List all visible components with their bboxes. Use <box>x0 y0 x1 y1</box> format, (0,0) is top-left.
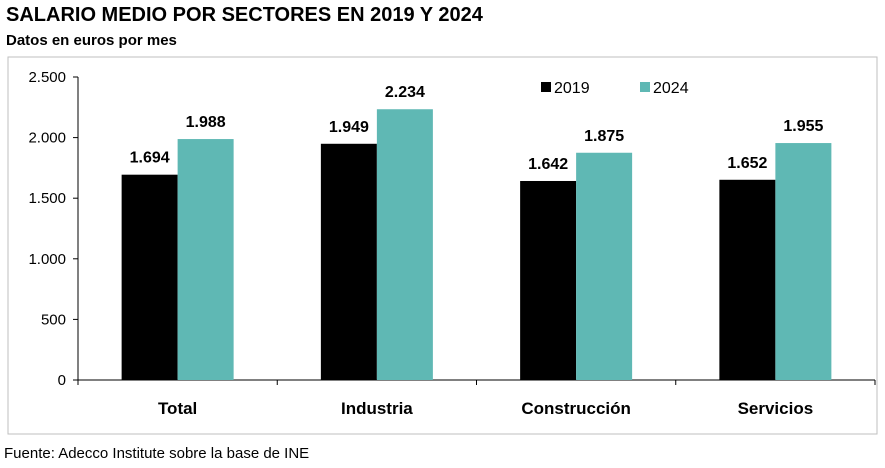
y-tick-label: 2.000 <box>28 130 66 147</box>
data-label: 1.875 <box>584 128 624 145</box>
y-tick-label: 2.500 <box>28 69 66 86</box>
data-label: 1.949 <box>329 119 369 136</box>
bar-2024 <box>775 143 832 380</box>
data-label: 1.652 <box>727 155 767 172</box>
y-tick-label: 1.500 <box>28 190 66 207</box>
source-note: Fuente: Adecco Institute sobre la base d… <box>4 445 310 462</box>
bar-2024 <box>177 139 234 380</box>
x-tick-label: Total <box>158 399 197 418</box>
legend: 2019 2024 <box>541 80 689 97</box>
data-label: 1.988 <box>186 114 226 131</box>
y-tick-label: 500 <box>41 311 66 328</box>
data-labels: 1.694 1.988 1.949 2.234 1.642 1.875 1.652 1.955 <box>130 84 824 173</box>
axes: 0 500 1.000 1.500 2.000 2.500 Total Industria Co… <box>28 69 876 418</box>
y-tick-label: 0 <box>58 372 66 389</box>
legend-label: 2024 <box>653 80 689 97</box>
data-label: 1.694 <box>130 150 170 167</box>
x-tick-label: Industria <box>341 399 413 418</box>
bars <box>121 109 832 380</box>
x-tick-label: Servicios <box>738 399 814 418</box>
legend-swatch-2019 <box>541 82 551 92</box>
bar-2024 <box>576 152 633 380</box>
bar-2019 <box>719 179 776 380</box>
data-label: 2.234 <box>385 84 425 101</box>
x-tick-label: Construcción <box>521 399 631 418</box>
chart-title: SALARIO MEDIO POR SECTORES EN 2019 Y 202… <box>6 4 483 26</box>
data-label: 1.955 <box>783 118 823 135</box>
y-tick-label: 1.000 <box>28 251 66 268</box>
legend-swatch-2024 <box>640 82 650 92</box>
data-label: 1.642 <box>528 156 568 173</box>
legend-label: 2019 <box>554 80 590 97</box>
bar-2024 <box>376 109 433 380</box>
bar-2019 <box>520 180 577 380</box>
chart-subtitle: Datos en euros por mes <box>6 32 177 49</box>
bar-2019 <box>320 143 377 380</box>
plot-frame <box>7 56 878 435</box>
bar-2019 <box>121 174 178 380</box>
